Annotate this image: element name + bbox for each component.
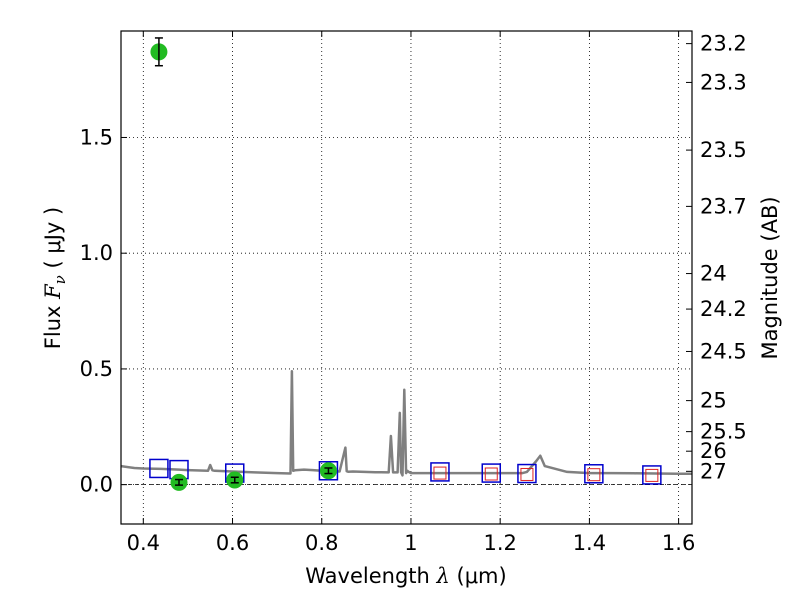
y-tick-label: 1.0 [80, 241, 113, 265]
plot-frame [120, 30, 693, 525]
upper-limit-marker [645, 468, 659, 482]
x-tick-label: 1.2 [483, 531, 516, 555]
magnitude-tick-label: 23.7 [700, 194, 747, 218]
model-photometry-marker [149, 458, 169, 479]
magnitude-tick-label: 23.3 [700, 70, 747, 94]
x-tick-label: 0.4 [127, 531, 160, 555]
magnitude-tick-label: 23.2 [700, 32, 747, 56]
magnitude-tick-label: 24.2 [700, 297, 747, 321]
sed-model-series [120, 369, 692, 477]
upper-limit-marker [587, 468, 601, 482]
model-photometry-marker [481, 463, 502, 483]
upper-limit-marker [484, 467, 498, 481]
magnitude-tick-label: 24 [700, 262, 727, 286]
x-axis-label: Wavelength λ (μm) [305, 564, 506, 588]
x-tick-label: 1 [404, 531, 417, 555]
magnitude-tick-label: 25.5 [700, 420, 747, 444]
x-tick-label: 1.4 [573, 531, 606, 555]
model-photometry-marker [517, 463, 537, 484]
axis-ticks: 0.4 0.6 0.8 1 1.2 1.4 1.6 0.0 0.5 1.0 1.5 23.2 23.3 2… [80, 31, 747, 555]
observed-photometry-series [150, 37, 337, 491]
magnitude-tick-label: 26 [700, 439, 727, 463]
upper-limit-marker [520, 467, 534, 481]
magnitude-axis-label: Magnitude (AB) [758, 196, 782, 359]
upper-limit-series [433, 466, 659, 482]
magnitude-tick-label: 25 [700, 389, 727, 413]
upper-limit-marker [433, 466, 447, 480]
magnitude-tick-label: 23.5 [700, 138, 747, 162]
model-photometry-series [149, 458, 662, 485]
y-tick-label: 1.5 [80, 125, 113, 149]
model-photometry-marker [318, 461, 339, 481]
model-photometry-marker [430, 462, 450, 482]
magnitude-tick-label: 24.5 [700, 339, 747, 363]
y-tick-label: 0.0 [80, 473, 113, 497]
x-tick-label: 0.8 [305, 531, 338, 555]
y-tick-label: 0.5 [80, 357, 113, 381]
sed-model-line [120, 369, 692, 477]
magnitude-tick-label: 27 [700, 459, 727, 483]
model-photometry-marker [642, 465, 662, 485]
model-photometry-marker [584, 464, 604, 484]
y-axis-label: Flux Fν ( μJy ) [41, 207, 69, 349]
x-tick-label: 0.6 [216, 531, 249, 555]
x-tick-label: 1.6 [662, 531, 695, 555]
